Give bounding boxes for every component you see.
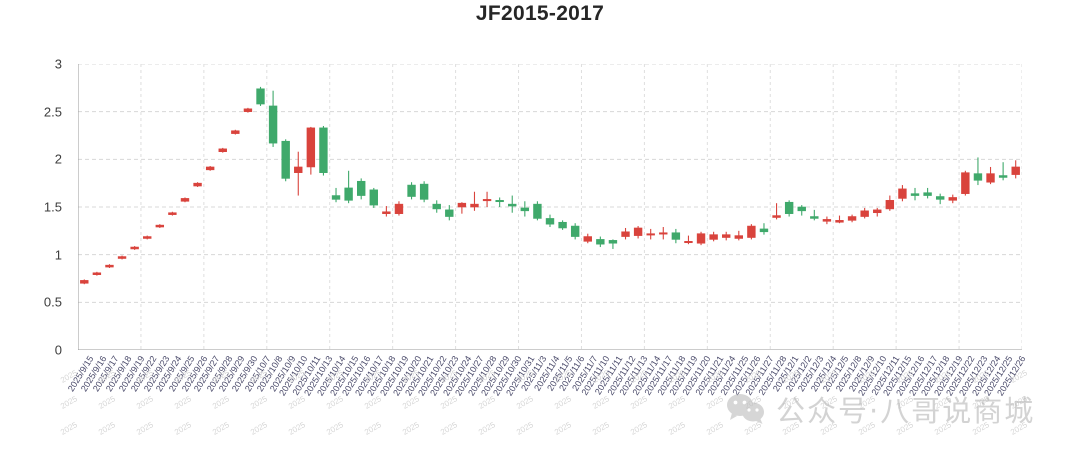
candle xyxy=(331,187,341,203)
candle xyxy=(784,200,794,217)
candle xyxy=(671,228,681,244)
candle xyxy=(835,215,844,224)
candle xyxy=(281,139,290,182)
candle xyxy=(772,203,781,220)
candle xyxy=(218,147,227,153)
candle xyxy=(898,185,907,202)
candle xyxy=(407,182,416,200)
candle xyxy=(935,193,945,205)
candle xyxy=(696,231,706,246)
y-axis: 0 0.5 1 1.5 2 2.5 3 xyxy=(0,57,70,358)
candle xyxy=(910,187,920,201)
candle xyxy=(759,223,769,235)
candle xyxy=(457,202,467,214)
candle xyxy=(205,166,215,171)
candle xyxy=(105,264,114,269)
candle xyxy=(319,125,328,176)
y-tick-label: 2.5 xyxy=(43,104,62,120)
candle xyxy=(583,233,592,244)
candle xyxy=(419,181,429,203)
candle xyxy=(117,255,127,260)
candle xyxy=(369,187,378,208)
candle xyxy=(432,200,441,213)
candle xyxy=(722,231,731,241)
y-tick-label: 3 xyxy=(54,56,62,72)
candle xyxy=(646,228,655,240)
candle xyxy=(306,126,316,175)
candle xyxy=(998,162,1008,181)
candle xyxy=(482,191,492,207)
candle xyxy=(873,207,882,217)
candle xyxy=(558,220,567,230)
candle xyxy=(847,214,857,223)
candle xyxy=(356,178,366,200)
candle xyxy=(986,166,995,185)
y-tick-label: 0 xyxy=(54,342,62,358)
x-axis: 2025/9/15 2025/9/16 2025/9/17 2025/9/18 2025… xyxy=(0,354,1080,450)
candle xyxy=(659,227,668,240)
candle xyxy=(961,170,970,196)
candle xyxy=(608,239,618,249)
candle xyxy=(570,223,580,240)
candle xyxy=(684,235,693,245)
candle xyxy=(92,271,102,276)
candle xyxy=(545,214,555,228)
candle xyxy=(495,197,504,207)
candle xyxy=(747,224,756,240)
candle xyxy=(445,205,454,221)
candle xyxy=(948,194,957,204)
candle xyxy=(923,187,932,199)
candle xyxy=(470,191,479,211)
candle xyxy=(231,129,240,135)
candle xyxy=(268,90,278,147)
candle xyxy=(294,151,303,196)
candle xyxy=(394,201,404,216)
candle xyxy=(80,279,89,285)
candle-series xyxy=(80,86,1020,285)
candle xyxy=(382,206,391,217)
candle xyxy=(633,226,643,239)
candle xyxy=(1011,160,1020,179)
candle xyxy=(520,201,530,217)
candle xyxy=(533,201,542,221)
y-tick-label: 1 xyxy=(54,247,62,263)
candle xyxy=(193,182,202,187)
y-tick-label: 2 xyxy=(54,151,62,167)
candle xyxy=(168,211,177,216)
candle xyxy=(709,231,718,242)
y-tick-label: 1.5 xyxy=(43,199,62,215)
candle xyxy=(885,195,895,211)
candle xyxy=(734,230,744,241)
chart-title: JF2015-2017 xyxy=(475,2,605,25)
y-tick-label: 0.5 xyxy=(43,294,62,310)
candle xyxy=(155,224,165,228)
candle xyxy=(621,227,630,240)
candle xyxy=(860,207,869,219)
candle xyxy=(180,197,190,203)
candle xyxy=(797,205,806,216)
candle xyxy=(143,235,152,240)
gridlines xyxy=(78,64,1022,350)
candle xyxy=(243,107,253,113)
plot-area xyxy=(78,64,1022,350)
candle xyxy=(508,195,517,213)
candle xyxy=(973,157,983,186)
plot-svg xyxy=(78,64,1022,350)
candle xyxy=(810,209,819,221)
candle xyxy=(256,86,265,106)
candle xyxy=(344,170,353,204)
candle xyxy=(822,216,832,225)
candle xyxy=(596,236,605,248)
candle xyxy=(130,246,139,250)
